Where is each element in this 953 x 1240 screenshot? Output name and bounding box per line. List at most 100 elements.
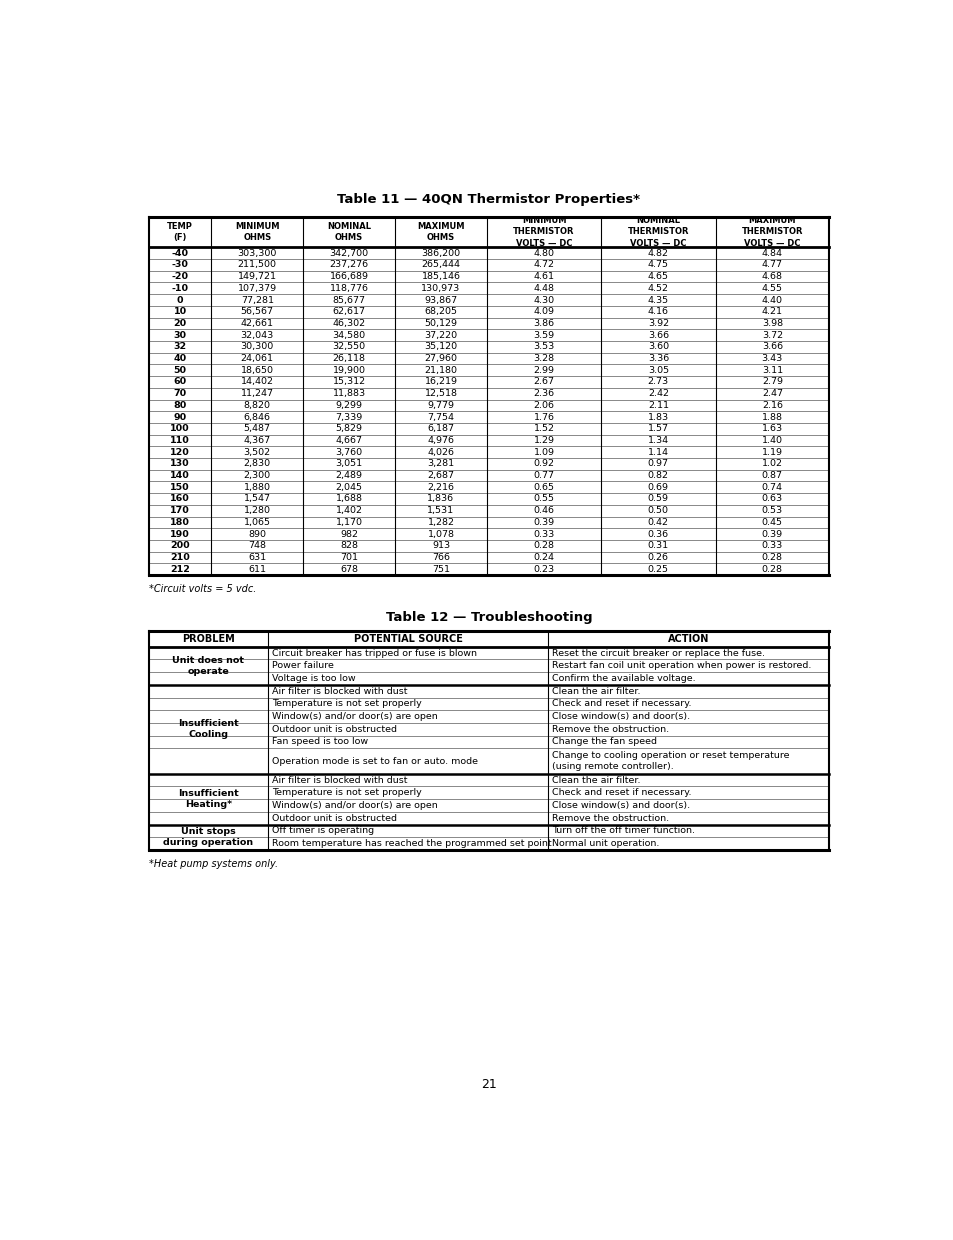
Text: POTENTIAL SOURCE: POTENTIAL SOURCE: [354, 634, 462, 644]
Text: 3.59: 3.59: [533, 331, 554, 340]
Text: 0.65: 0.65: [533, 482, 554, 492]
Text: 265,444: 265,444: [421, 260, 460, 269]
Text: 766: 766: [432, 553, 450, 562]
Text: 80: 80: [173, 401, 187, 410]
Text: 342,700: 342,700: [329, 249, 368, 258]
Text: 4.40: 4.40: [761, 295, 782, 305]
Text: 0.23: 0.23: [533, 564, 554, 574]
Text: Temperature is not set properly: Temperature is not set properly: [272, 789, 421, 797]
Text: 4,367: 4,367: [243, 436, 271, 445]
Text: 50,129: 50,129: [424, 319, 457, 327]
Text: 913: 913: [432, 542, 450, 551]
Text: 0.24: 0.24: [533, 553, 554, 562]
Text: 42,661: 42,661: [240, 319, 274, 327]
Text: 0.82: 0.82: [647, 471, 668, 480]
Text: 748: 748: [248, 542, 266, 551]
Text: 3.53: 3.53: [533, 342, 554, 351]
Text: 0.53: 0.53: [761, 506, 782, 515]
Text: 30: 30: [173, 331, 186, 340]
Text: 3,502: 3,502: [243, 448, 271, 456]
Text: 4.21: 4.21: [761, 308, 782, 316]
Text: 4.35: 4.35: [647, 295, 668, 305]
Text: Turn off the off timer function.: Turn off the off timer function.: [552, 826, 695, 836]
Text: 15,312: 15,312: [333, 377, 365, 387]
Text: 982: 982: [339, 529, 357, 538]
Text: Circuit breaker has tripped or fuse is blown: Circuit breaker has tripped or fuse is b…: [272, 649, 476, 657]
Text: Reset the circuit breaker or replace the fuse.: Reset the circuit breaker or replace the…: [552, 649, 764, 657]
Text: 4.80: 4.80: [533, 249, 554, 258]
Text: 4.77: 4.77: [761, 260, 782, 269]
Text: 1.14: 1.14: [647, 448, 668, 456]
Text: 3.43: 3.43: [760, 355, 782, 363]
Text: 1.34: 1.34: [647, 436, 668, 445]
Text: 1.40: 1.40: [761, 436, 782, 445]
Text: 0.63: 0.63: [761, 495, 782, 503]
Text: 4.84: 4.84: [761, 249, 782, 258]
Text: 3.28: 3.28: [533, 355, 554, 363]
Text: Clean the air filter.: Clean the air filter.: [552, 775, 639, 785]
Text: Outdoor unit is obstructed: Outdoor unit is obstructed: [272, 813, 396, 822]
Text: Clean the air filter.: Clean the air filter.: [552, 687, 639, 696]
Text: 701: 701: [339, 553, 357, 562]
Text: 27,960: 27,960: [424, 355, 457, 363]
Text: Check and reset if necessary.: Check and reset if necessary.: [552, 699, 691, 708]
Text: Check and reset if necessary.: Check and reset if necessary.: [552, 789, 691, 797]
Text: 3.05: 3.05: [647, 366, 668, 374]
Text: ACTION: ACTION: [667, 634, 709, 644]
Text: *Circuit volts = 5 vdc.: *Circuit volts = 5 vdc.: [149, 584, 255, 594]
Text: 18,650: 18,650: [240, 366, 274, 374]
Text: 3,051: 3,051: [335, 459, 362, 469]
Text: 3.66: 3.66: [647, 331, 668, 340]
Text: Insufficient
Heating*: Insufficient Heating*: [177, 789, 238, 810]
Text: 3.92: 3.92: [647, 319, 668, 327]
Text: Window(s) and/or door(s) are open: Window(s) and/or door(s) are open: [272, 801, 436, 810]
Text: 30,300: 30,300: [240, 342, 274, 351]
Text: 4.48: 4.48: [533, 284, 554, 293]
Text: 11,247: 11,247: [240, 389, 274, 398]
Text: 4.30: 4.30: [533, 295, 554, 305]
Text: 32: 32: [173, 342, 187, 351]
Text: 21: 21: [480, 1078, 497, 1091]
Text: 1.09: 1.09: [533, 448, 554, 456]
Text: -40: -40: [172, 249, 189, 258]
Text: 4.09: 4.09: [533, 308, 554, 316]
Text: 11,883: 11,883: [333, 389, 365, 398]
Text: 2.16: 2.16: [761, 401, 782, 410]
Text: 110: 110: [170, 436, 190, 445]
Text: 37,220: 37,220: [424, 331, 457, 340]
Text: 24,061: 24,061: [240, 355, 274, 363]
Text: 386,200: 386,200: [421, 249, 460, 258]
Text: 190: 190: [170, 529, 190, 538]
Text: 1,688: 1,688: [335, 495, 362, 503]
Text: Restart fan coil unit operation when power is restored.: Restart fan coil unit operation when pow…: [552, 661, 810, 671]
Text: 2.36: 2.36: [533, 389, 554, 398]
Text: 1,078: 1,078: [427, 529, 454, 538]
Text: 1,065: 1,065: [243, 518, 271, 527]
Text: Operation mode is set to fan or auto. mode: Operation mode is set to fan or auto. mo…: [272, 756, 477, 765]
Text: 180: 180: [170, 518, 190, 527]
Text: 3.36: 3.36: [647, 355, 668, 363]
Text: 2,489: 2,489: [335, 471, 362, 480]
Text: Air filter is blocked with dust: Air filter is blocked with dust: [272, 775, 407, 785]
Text: MINIMUM
OHMS: MINIMUM OHMS: [234, 222, 279, 242]
Text: 77,281: 77,281: [240, 295, 274, 305]
Text: 1.57: 1.57: [647, 424, 668, 433]
Text: 0.33: 0.33: [760, 542, 782, 551]
Text: 237,276: 237,276: [329, 260, 368, 269]
Text: 3.86: 3.86: [533, 319, 554, 327]
Text: 90: 90: [173, 413, 187, 422]
Text: 4.61: 4.61: [533, 272, 554, 281]
Text: 0.74: 0.74: [761, 482, 782, 492]
Text: 1.29: 1.29: [533, 436, 554, 445]
Text: Close window(s) and door(s).: Close window(s) and door(s).: [552, 712, 689, 720]
Text: 185,146: 185,146: [421, 272, 460, 281]
Text: 14,402: 14,402: [240, 377, 274, 387]
Text: 0.42: 0.42: [647, 518, 668, 527]
Text: 160: 160: [170, 495, 190, 503]
Text: 8,820: 8,820: [243, 401, 271, 410]
Text: 70: 70: [173, 389, 187, 398]
Text: 0.87: 0.87: [761, 471, 782, 480]
Text: 828: 828: [339, 542, 357, 551]
Text: 68,205: 68,205: [424, 308, 457, 316]
Text: 210: 210: [170, 553, 190, 562]
